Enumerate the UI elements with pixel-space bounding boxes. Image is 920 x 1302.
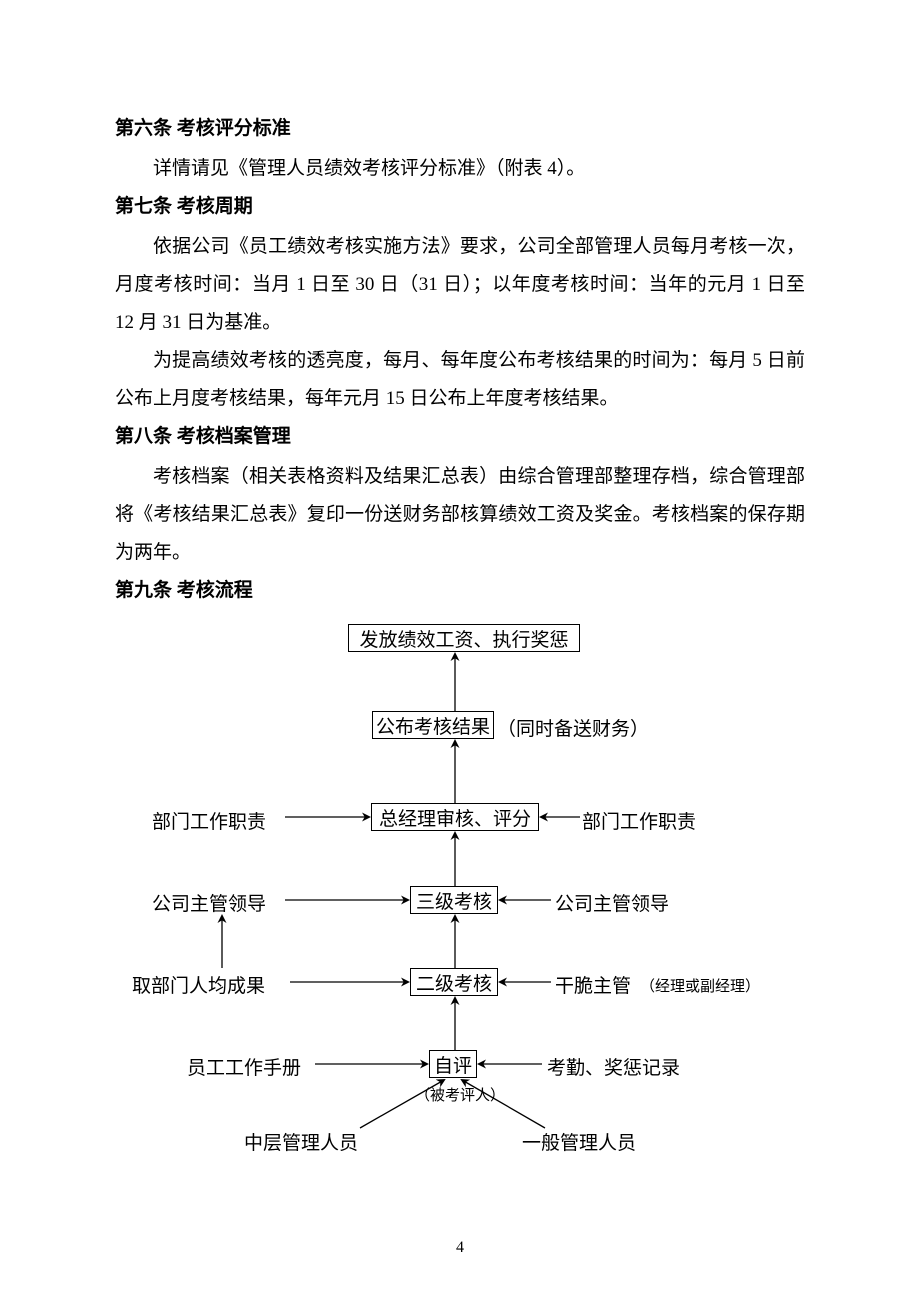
flow-label-t_l5: 取部门人均成果 (132, 971, 265, 998)
sec7-title: 第七条 考核周期 (115, 188, 805, 226)
sec9-title: 第九条 考核流程 (115, 572, 805, 610)
sec8-p1: 考核档案（相关表格资料及结果汇总表）由综合管理部整理存档，综合管理部将《考核结果… (115, 458, 805, 572)
flow-label-t_r3: 部门工作职责 (582, 807, 696, 834)
flowchart: 发放绩效工资、执行奖惩公布考核结果总经理审核、评分三级考核二级考核自评 （同时备送… (115, 618, 805, 1163)
sec6-p1: 详情请见《管理人员绩效考核评分标准》（附表 4）。 (115, 150, 805, 188)
flow-label-t_r6: 考勤、奖惩记录 (547, 1053, 680, 1080)
flow-label-t_bl: 中层管理人员 (244, 1128, 358, 1155)
sec7-p2: 为提高绩效考核的透亮度，每月、每年度公布考核结果的时间为：每月 5 日前公布上月… (115, 342, 805, 418)
sec6-title: 第六条 考核评分标准 (115, 110, 805, 148)
flow-label-t_l6: 员工工作手册 (187, 1053, 301, 1080)
flow-label-t_l4: 公司主管领导 (152, 889, 266, 916)
flow-node-n5: 二级考核 (410, 968, 498, 996)
flow-label-t_r5a: 干脆主管 (555, 971, 631, 998)
flow-node-n6: 自评 (429, 1050, 477, 1078)
sec7-p1: 依据公司《员工绩效考核实施方法》要求，公司全部管理人员每月考核一次，月度考核时间… (115, 228, 805, 342)
flow-label-t_n2_right: （同时备送财务） (497, 714, 649, 741)
flow-node-n3: 总经理审核、评分 (371, 803, 539, 831)
flow-node-n2: 公布考核结果 (372, 711, 494, 739)
flow-label-t_r5b: （经理或副经理） (640, 975, 760, 996)
flow-label-t_br: 一般管理人员 (522, 1128, 636, 1155)
flow-node-n4: 三级考核 (410, 886, 498, 914)
flow-label-t_l3: 部门工作职责 (152, 807, 266, 834)
flow-label-t_sub6: （被考评人） (415, 1084, 505, 1105)
flow-label-t_r4: 公司主管领导 (555, 889, 669, 916)
sec8-title: 第八条 考核档案管理 (115, 418, 805, 456)
flow-node-n1: 发放绩效工资、执行奖惩 (348, 624, 580, 652)
page-number: 4 (456, 1239, 464, 1257)
